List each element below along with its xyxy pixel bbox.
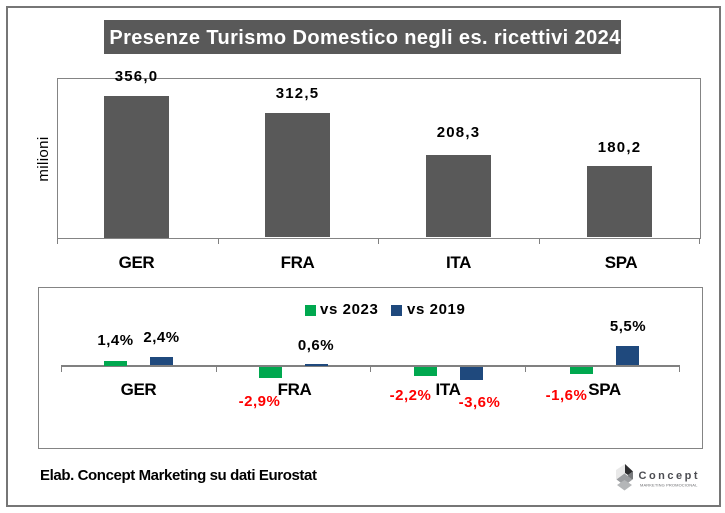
svg-text:Concept: Concept <box>639 470 701 482</box>
svg-text:MARKETING PROMOCIONAL: MARKETING PROMOCIONAL <box>640 483 698 488</box>
